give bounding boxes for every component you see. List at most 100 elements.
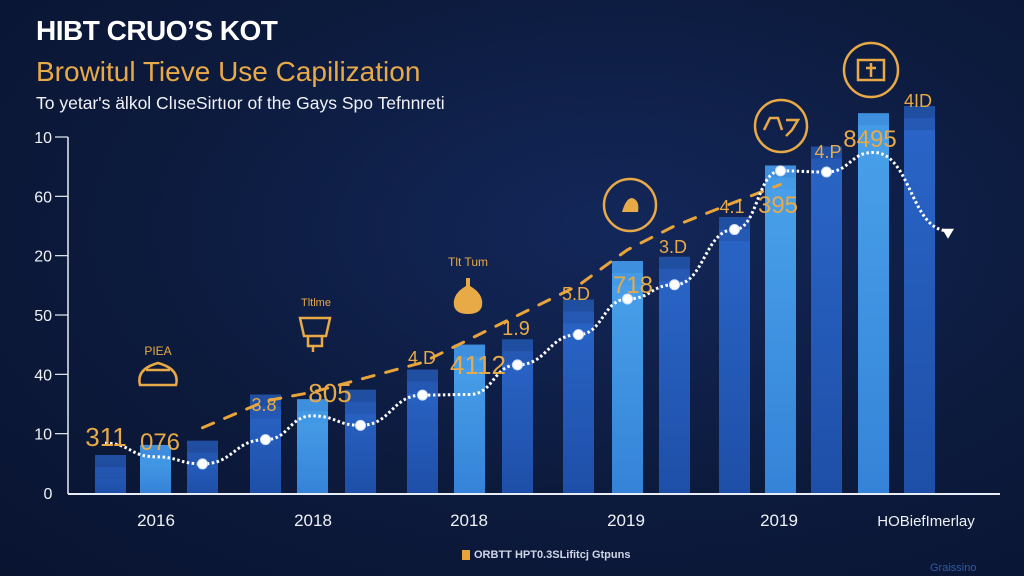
bar-cap xyxy=(454,344,485,357)
y-tick-label: 50 xyxy=(34,308,52,325)
x-tick-label: 2018 xyxy=(294,511,332,530)
bar-cap xyxy=(904,106,935,119)
bar xyxy=(563,299,594,493)
bulb-shape xyxy=(453,278,483,314)
bar-band xyxy=(502,351,533,364)
bar-cap xyxy=(719,217,750,230)
x-tick-label: 2018 xyxy=(450,511,488,530)
lamp-shape xyxy=(298,316,332,352)
coin-shape xyxy=(622,198,639,212)
data-label: 5.D xyxy=(562,284,590,304)
data-label: 4.D xyxy=(408,348,436,368)
data-label: 8495 xyxy=(843,126,896,153)
bar-cap xyxy=(297,399,328,412)
trend-point xyxy=(669,279,680,291)
trend-point xyxy=(512,359,523,371)
trend-point xyxy=(417,389,428,401)
bar-cap xyxy=(659,256,690,269)
bar-group xyxy=(454,344,485,493)
bar-group xyxy=(659,256,690,493)
bar xyxy=(765,165,796,494)
bar xyxy=(719,217,750,493)
bar-band xyxy=(95,467,126,480)
bar-group xyxy=(563,299,594,493)
chart-hand-icon xyxy=(753,98,809,154)
y-tick-label: 0 xyxy=(44,486,53,503)
bar-cap xyxy=(502,339,533,352)
bar-group xyxy=(765,165,796,494)
data-label: 3.8 xyxy=(251,395,276,415)
bar-cap xyxy=(187,440,218,453)
chart-subtitle: Browitul Tieve Use Capilization xyxy=(36,56,421,87)
data-label: 4.P xyxy=(814,142,841,162)
bar-group xyxy=(95,455,126,493)
x-tick-label: 2019 xyxy=(760,511,798,530)
bar-group xyxy=(140,444,171,493)
coin-hand-icon xyxy=(602,177,658,233)
trend-point xyxy=(622,293,633,305)
bar-cap xyxy=(858,113,889,126)
data-label: 4ID xyxy=(904,91,932,111)
bar xyxy=(858,113,889,494)
trend-point xyxy=(260,434,271,446)
x-tick-label: 2019 xyxy=(607,511,645,530)
wallet-shape xyxy=(856,58,886,82)
y-tick-label: 40 xyxy=(34,367,52,384)
legend: ORBTT HPT0.3SLifitcj Gtpuns xyxy=(462,549,630,561)
bar-group xyxy=(345,389,376,493)
data-label: 4.1 xyxy=(719,197,744,217)
icon-ring xyxy=(753,98,809,154)
y-tick-label: 10 xyxy=(34,130,52,147)
chart-caption: To yetar's älkol ClıseSirtıor of the Gay… xyxy=(36,93,445,113)
legend-label: ORBTT HPT0.3SLifitcj Gtpuns xyxy=(474,549,631,561)
wallet-icon xyxy=(842,41,900,99)
watermark: Graissino xyxy=(930,562,977,574)
bar-band xyxy=(563,311,594,324)
trend-point xyxy=(775,165,786,177)
data-label: 805 xyxy=(308,378,351,408)
bar-group xyxy=(904,106,935,493)
x-tick-label: HOBiefImerlay xyxy=(877,513,975,530)
bar-band xyxy=(250,406,281,419)
data-label: 4112 xyxy=(450,350,506,380)
bar xyxy=(811,146,842,493)
bar-cap xyxy=(563,299,594,312)
bar-band xyxy=(297,411,328,424)
icon-label: PIEA xyxy=(144,344,171,358)
bar-cap xyxy=(95,455,126,468)
y-tick-label: 10 xyxy=(34,427,52,444)
trend-arrow-icon xyxy=(942,228,954,239)
data-label: 395 xyxy=(758,192,798,219)
icon-ring xyxy=(842,41,900,99)
bar xyxy=(659,256,690,493)
wallet-symbol xyxy=(866,63,876,77)
trend-point xyxy=(729,224,740,236)
hand-shape xyxy=(762,116,801,137)
bar-cap xyxy=(811,146,842,159)
data-label: 076 xyxy=(140,429,180,456)
bar-group xyxy=(407,369,438,493)
bar-band xyxy=(858,125,889,138)
bar-cap xyxy=(407,369,438,382)
data-label: 1.9 xyxy=(502,318,530,340)
chart-title: HIBT CRUO’S KOT xyxy=(36,15,278,46)
bar-group xyxy=(719,217,750,493)
bar-cap xyxy=(345,389,376,402)
bag-icon: PIEA xyxy=(138,344,178,387)
lamp-icon: Tltlme xyxy=(298,297,332,352)
data-label: 3.D xyxy=(659,237,687,257)
y-tick-label: 20 xyxy=(34,249,52,266)
bar xyxy=(454,344,485,493)
trend-point xyxy=(573,329,584,341)
dashed-trend-line xyxy=(201,182,782,430)
bag-shape xyxy=(138,361,178,387)
bar-group xyxy=(811,146,842,493)
bar-band xyxy=(811,158,842,171)
bar-group xyxy=(297,399,328,493)
trend-line xyxy=(104,150,949,466)
bar xyxy=(904,106,935,493)
trend-point xyxy=(197,458,208,470)
data-label: 718 xyxy=(613,272,653,299)
trend-point xyxy=(355,419,366,431)
